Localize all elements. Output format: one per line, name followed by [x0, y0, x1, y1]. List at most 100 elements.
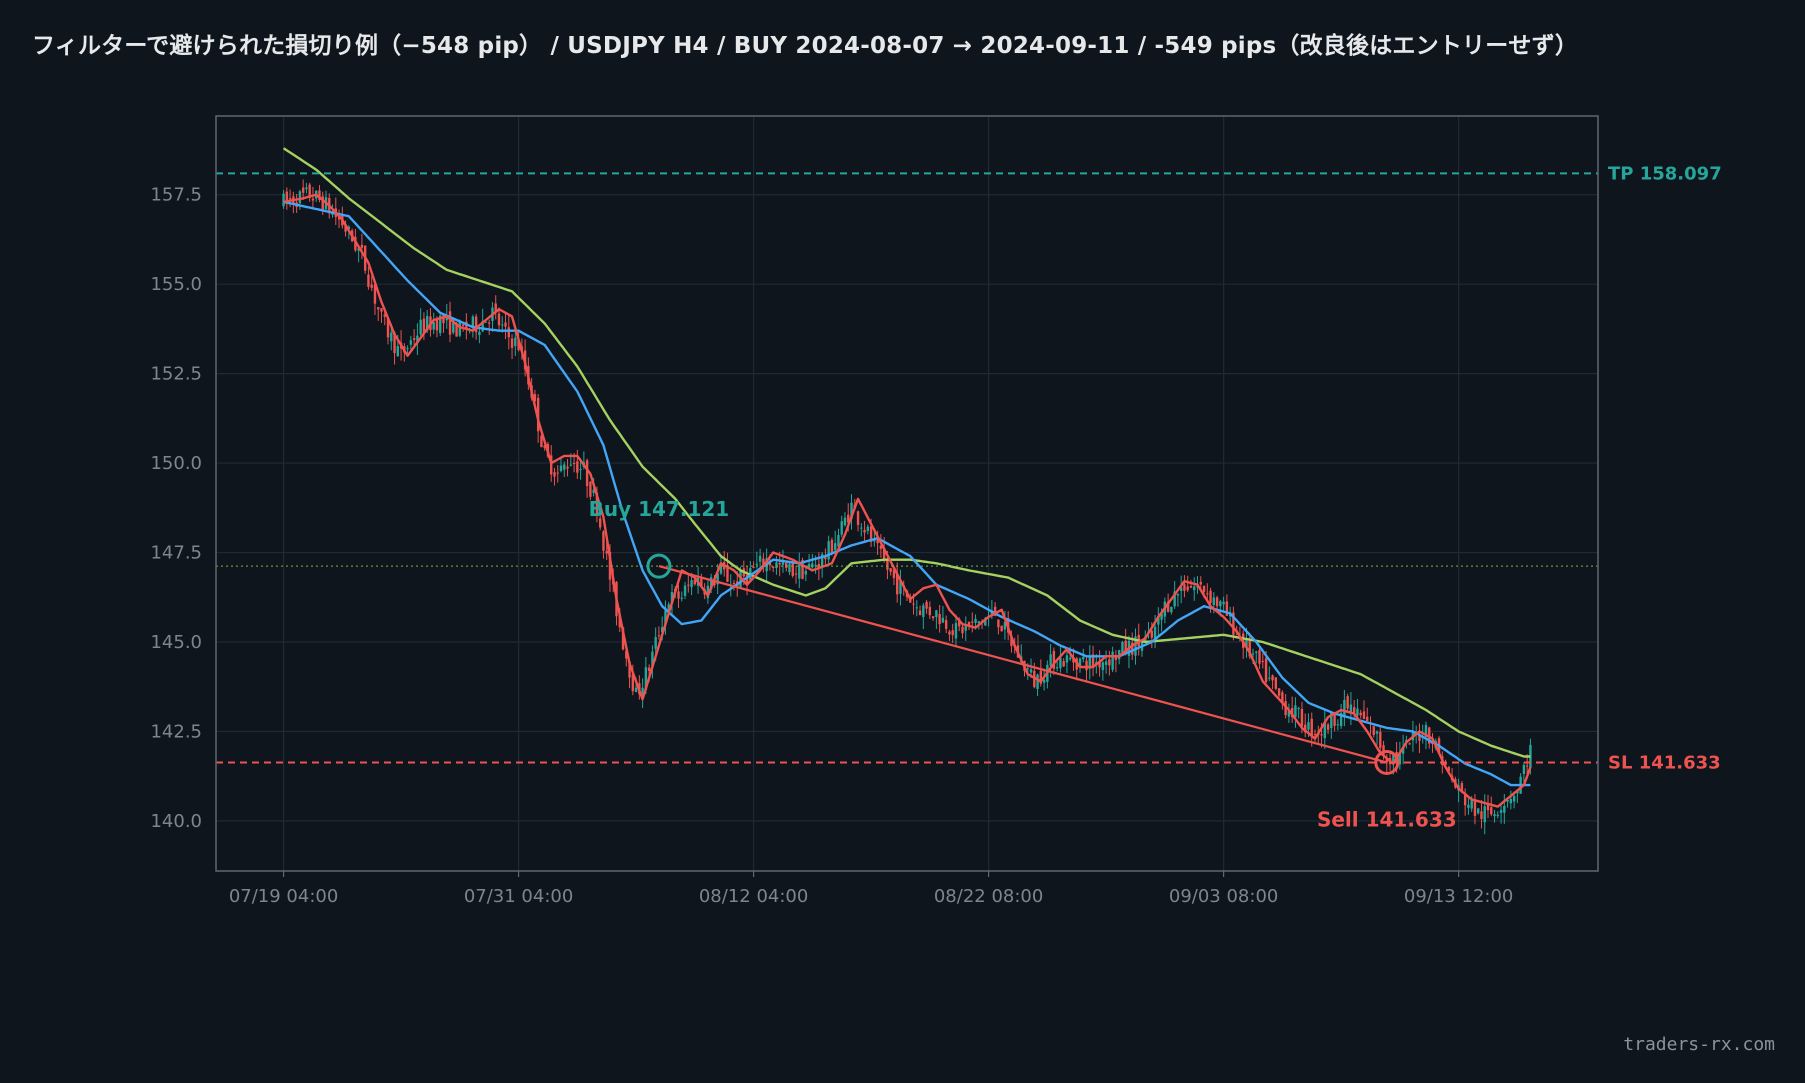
candle-body	[1104, 661, 1108, 665]
candle-body	[380, 308, 383, 312]
candle-body	[1170, 606, 1173, 613]
candles	[282, 179, 1532, 835]
plot-frame	[215, 115, 1599, 872]
candle-body	[657, 635, 661, 637]
candle-body	[484, 321, 488, 323]
candle-body	[1124, 640, 1127, 654]
candle-body	[1483, 806, 1486, 823]
candle-body	[514, 337, 517, 347]
x-tick-label: 08/22 08:00	[934, 886, 1043, 907]
candle-body	[1082, 656, 1085, 660]
candle-body	[1029, 669, 1033, 673]
candle-body	[1153, 626, 1157, 640]
candle-body	[785, 562, 788, 568]
candle-body	[1114, 656, 1118, 660]
y-tick-label: 157.5	[150, 185, 202, 206]
candle-body	[1059, 657, 1062, 669]
candle-body	[1036, 674, 1039, 690]
candle-body	[347, 226, 351, 230]
candle-body	[1506, 799, 1509, 802]
candle-body	[1173, 591, 1176, 607]
candle-body	[693, 579, 697, 585]
candle-body	[305, 187, 308, 190]
candle-body	[1271, 675, 1274, 681]
candle-body	[856, 511, 860, 525]
grid	[216, 116, 1598, 877]
candle-body	[1372, 726, 1375, 735]
candle-body	[377, 307, 380, 310]
candle-body	[984, 618, 987, 626]
candle-body	[1529, 744, 1532, 768]
candle-body	[1467, 804, 1470, 808]
candle-body	[804, 570, 808, 575]
candle-body	[1049, 654, 1052, 666]
candle-body	[367, 274, 370, 287]
x-tick-label: 09/03 08:00	[1169, 886, 1278, 907]
candle-body	[1176, 594, 1180, 596]
candle-body	[1362, 711, 1366, 719]
candle-body	[390, 332, 393, 342]
candle-body	[605, 551, 608, 554]
candle-body	[1379, 731, 1382, 748]
candle-body	[1212, 597, 1216, 605]
candle-body	[931, 616, 935, 619]
candle-body	[1490, 807, 1493, 815]
candle-body	[373, 284, 377, 304]
candle-body	[964, 624, 967, 631]
candle-body	[814, 565, 817, 567]
candle-body	[432, 322, 435, 330]
candle-body	[1525, 765, 1529, 767]
candle-body	[497, 313, 501, 326]
candle-body	[595, 492, 599, 516]
candle-body	[579, 469, 582, 471]
candle-body	[1339, 712, 1343, 727]
candle-body	[1496, 814, 1499, 817]
candle-body	[683, 585, 687, 596]
candle-body	[1166, 601, 1170, 612]
candle-body	[1477, 808, 1480, 814]
candle-body	[677, 591, 680, 599]
candle-body	[1499, 810, 1503, 813]
candle-body	[1297, 708, 1300, 710]
candle-body	[406, 348, 409, 350]
candle-body	[641, 687, 644, 699]
candle-body	[866, 526, 870, 531]
candle-body	[997, 619, 1000, 628]
candle-body	[1336, 724, 1340, 726]
candle-body	[915, 607, 918, 609]
candle-body	[1085, 660, 1088, 671]
y-tick-label: 140.0	[150, 811, 202, 832]
candle-body	[700, 578, 703, 586]
candle-body	[687, 584, 690, 586]
candle-body	[461, 324, 465, 327]
y-tick-label: 142.5	[150, 721, 202, 742]
candle-body	[798, 564, 801, 579]
candle-body	[360, 244, 364, 248]
candle-body	[1039, 670, 1043, 684]
candle-body	[1189, 585, 1193, 588]
candle-body	[1356, 708, 1359, 716]
candle-body	[507, 327, 510, 338]
candle-body	[628, 661, 631, 678]
candle-body	[1287, 710, 1291, 717]
candle-body	[1052, 650, 1056, 669]
candle-body	[1264, 658, 1268, 683]
candle-body	[1268, 677, 1271, 679]
candle-body	[409, 340, 413, 345]
candle-body	[1463, 793, 1467, 806]
x-tick-label: 09/13 12:00	[1404, 886, 1513, 907]
candle-body	[961, 626, 964, 634]
candle-body	[416, 335, 419, 343]
candle-body	[1313, 733, 1317, 735]
candle-body	[758, 555, 762, 562]
candle-body	[840, 521, 843, 535]
candle-body	[435, 319, 439, 331]
candle-body	[1343, 699, 1346, 718]
candle-body	[1398, 752, 1402, 765]
candle-body	[716, 573, 719, 585]
candle-body	[794, 573, 798, 575]
candle-body	[1346, 696, 1349, 709]
candle-body	[886, 560, 889, 570]
candle-body	[977, 621, 981, 624]
candle-body	[954, 623, 958, 639]
